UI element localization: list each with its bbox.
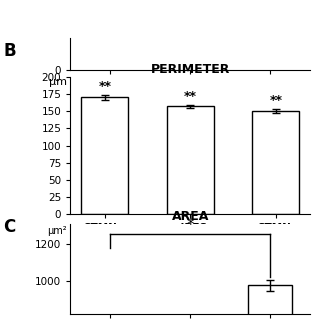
- Bar: [248, 285, 292, 320]
- Text: μm²: μm²: [48, 226, 67, 236]
- Title: AREA: AREA: [172, 210, 209, 223]
- Text: **: **: [184, 90, 197, 103]
- Text: **: **: [98, 80, 111, 93]
- Text: C: C: [3, 218, 15, 236]
- Text: μm: μm: [49, 77, 67, 87]
- Bar: [167, 106, 214, 214]
- Text: *: *: [187, 218, 194, 233]
- Text: **: **: [269, 94, 283, 108]
- Bar: [81, 97, 128, 214]
- Bar: [252, 111, 300, 214]
- Text: B: B: [3, 42, 16, 60]
- Title: PERIMETER: PERIMETER: [151, 63, 230, 76]
